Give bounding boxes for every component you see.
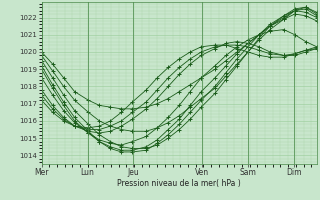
X-axis label: Pression niveau de la mer( hPa ): Pression niveau de la mer( hPa ) [117, 179, 241, 188]
